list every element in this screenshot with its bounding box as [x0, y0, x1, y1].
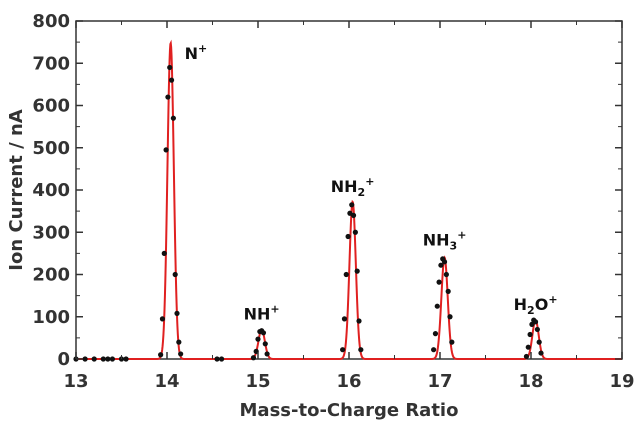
data-point-15: [170, 115, 176, 121]
x-tick-label-3: 16: [336, 371, 361, 392]
data-point-4: [105, 356, 111, 362]
data-point-18: [176, 339, 182, 345]
data-point-49: [445, 288, 451, 294]
data-point-14: [168, 77, 175, 83]
y-tick-label-2: 200: [32, 265, 70, 286]
data-point-44: [436, 279, 442, 285]
data-point-1: [82, 356, 88, 362]
x-tick-label-0: 13: [63, 371, 88, 392]
data-point-41: [431, 347, 437, 353]
x-axis-title: Mass-to-Charge Ratio: [240, 400, 459, 421]
data-point-57: [532, 319, 539, 325]
data-point-31: [341, 316, 348, 322]
data-point-37: [352, 229, 358, 235]
data-point-35: [349, 202, 355, 208]
data-point-36: [350, 212, 357, 218]
data-point-30: [340, 347, 346, 353]
data-point-21: [219, 356, 225, 362]
points-layer: [73, 64, 544, 362]
data-point-16: [172, 271, 178, 278]
fit-layer: [76, 39, 622, 360]
data-point-39: [356, 318, 362, 324]
y-tick-label-4: 400: [32, 180, 70, 201]
x-tick-label-1: 14: [154, 371, 179, 392]
data-point-17: [174, 310, 180, 316]
data-point-47: [441, 259, 448, 265]
data-point-27: [260, 330, 267, 336]
data-point-10: [161, 250, 167, 256]
data-point-52: [523, 353, 530, 360]
fit-curve: [76, 39, 622, 360]
data-point-51: [449, 339, 455, 345]
peak-label-4: H2O+: [514, 293, 558, 317]
x-tick-label-4: 17: [427, 371, 452, 392]
y-axis-title: Ion Current / nA: [6, 109, 27, 270]
data-point-8: [158, 352, 164, 358]
y-tick-label-8: 800: [32, 11, 70, 32]
x-tick-label-2: 15: [245, 371, 270, 392]
y-tick-label-0: 0: [57, 349, 70, 370]
data-point-45: [438, 262, 444, 268]
x-tick-label-5: 18: [518, 371, 543, 392]
axes-layer: 13 14 15 16 17 18 19 0 100 200 300 400 500 600 700 800: [32, 11, 634, 392]
data-point-9: [159, 316, 166, 322]
peak-labels-layer: N+ NH+ NH2+ NH3+ H2O+: [185, 42, 558, 323]
data-point-13: [167, 64, 173, 71]
data-point-28: [262, 341, 268, 347]
data-point-5: [109, 356, 115, 362]
data-point-32: [343, 271, 349, 278]
data-point-38: [354, 268, 360, 274]
peak-label-1: NH+: [244, 302, 280, 323]
data-point-12: [165, 94, 171, 100]
data-point-55: [529, 321, 535, 327]
data-point-33: [345, 233, 351, 240]
y-tick-label-3: 300: [32, 222, 70, 243]
peak-label-0: N+: [185, 42, 208, 63]
data-point-58: [534, 326, 540, 333]
data-point-54: [527, 331, 533, 338]
data-point-22: [250, 355, 257, 361]
y-tick-label-6: 600: [32, 96, 70, 117]
data-point-43: [434, 303, 440, 309]
data-point-50: [447, 314, 453, 320]
data-point-19: [178, 351, 184, 357]
data-point-7: [123, 356, 129, 362]
y-tick-label-7: 700: [32, 53, 70, 74]
data-point-24: [255, 336, 261, 342]
data-point-2: [91, 356, 97, 362]
data-point-29: [264, 351, 270, 357]
data-point-60: [538, 350, 544, 356]
peak-label-3: NH3+: [423, 229, 467, 253]
y-tick-label-5: 500: [32, 138, 70, 159]
data-point-3: [100, 356, 106, 362]
data-point-42: [432, 331, 439, 337]
data-point-48: [443, 271, 449, 278]
peak-label-2: NH2+: [331, 175, 375, 199]
y-tick-label-1: 100: [32, 307, 70, 328]
data-point-59: [536, 339, 542, 345]
data-point-40: [358, 347, 364, 353]
data-point-53: [525, 344, 531, 350]
data-point-11: [163, 147, 169, 153]
x-tick-label-6: 19: [609, 371, 634, 392]
data-point-20: [214, 356, 220, 362]
